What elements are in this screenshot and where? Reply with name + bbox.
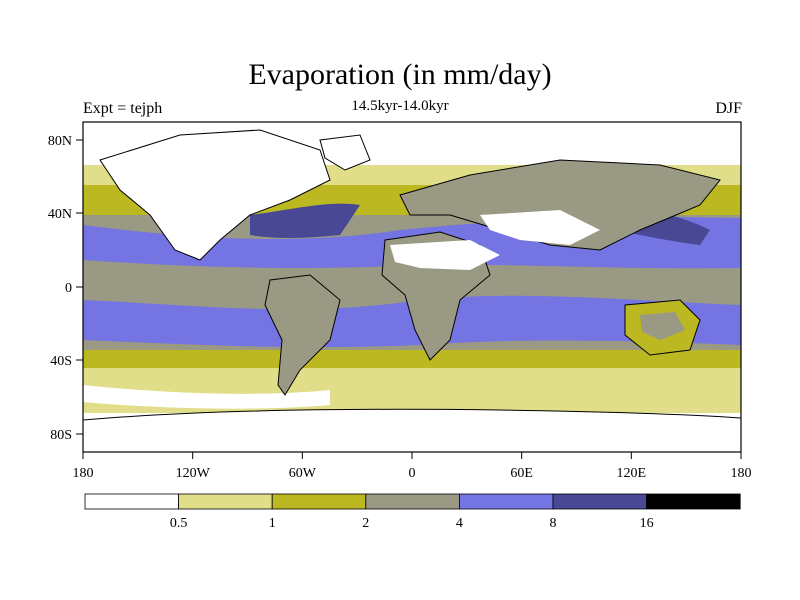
colorbar-bin-1 bbox=[178, 493, 273, 510]
lat-axis: 80N 40N 0 40S 80S bbox=[48, 134, 83, 443]
lat-tick-label-80n: 80N bbox=[48, 134, 72, 149]
south-america bbox=[264, 274, 341, 396]
colorbar-bin-5 bbox=[552, 493, 647, 510]
field-band-south-1 bbox=[83, 350, 741, 370]
colorbar-label-16: 16 bbox=[640, 516, 654, 531]
lon-tick-label-0: 0 bbox=[409, 466, 416, 481]
colorbar-bin-3 bbox=[365, 493, 460, 510]
colorbar-label-2: 2 bbox=[362, 516, 369, 531]
antarctica bbox=[83, 408, 741, 452]
season-label: DJF bbox=[715, 100, 742, 117]
experiment-label: Expt = tejph bbox=[83, 100, 163, 117]
field-band-south-subtropics bbox=[83, 295, 741, 348]
lon-tick-label-120e: 120E bbox=[617, 466, 647, 481]
colorbar-label-0-5: 0.5 bbox=[170, 516, 188, 531]
colorbar-label-1: 1 bbox=[269, 516, 276, 531]
colorbar-bin-4 bbox=[458, 493, 554, 510]
lon-tick-label-180w: 180 bbox=[73, 466, 94, 481]
greenland bbox=[319, 134, 371, 171]
lat-tick-label-0: 0 bbox=[65, 281, 72, 296]
lat-tick-label-80s: 80S bbox=[50, 428, 72, 443]
colorbar-bin-0 bbox=[84, 493, 179, 510]
lat-tick-label-40n: 40N bbox=[48, 207, 72, 222]
lon-tick-label-180e: 180 bbox=[731, 466, 752, 481]
map-title: Evaporation (in mm/day) bbox=[248, 58, 552, 91]
lon-tick-label-60e: 60E bbox=[510, 466, 533, 481]
central-asia-low bbox=[480, 210, 600, 245]
north-america bbox=[99, 129, 331, 261]
lon-tick-label-60w: 60W bbox=[289, 466, 317, 481]
australia-interior bbox=[640, 312, 685, 340]
colorbar-label-8: 8 bbox=[550, 516, 557, 531]
lon-axis: 180 120W 60W 0 60E 120E 180 bbox=[73, 452, 752, 481]
colorbar: 0.5 1 2 4 8 16 bbox=[84, 493, 741, 531]
colorbar-label-4: 4 bbox=[456, 516, 463, 531]
lon-tick-label-120w: 120W bbox=[176, 466, 211, 481]
lat-tick-label-40s: 40S bbox=[50, 354, 72, 369]
evaporation-field bbox=[83, 122, 741, 452]
field-gulfstream-max bbox=[250, 203, 360, 239]
sahara-low bbox=[390, 240, 500, 270]
eurasia bbox=[399, 159, 721, 251]
map-subtitle: 14.5kyr-14.0kyr bbox=[351, 98, 449, 114]
field-south-patch bbox=[83, 385, 330, 409]
colorbar-bin-6 bbox=[646, 493, 741, 510]
colorbar-bin-2 bbox=[271, 493, 367, 510]
